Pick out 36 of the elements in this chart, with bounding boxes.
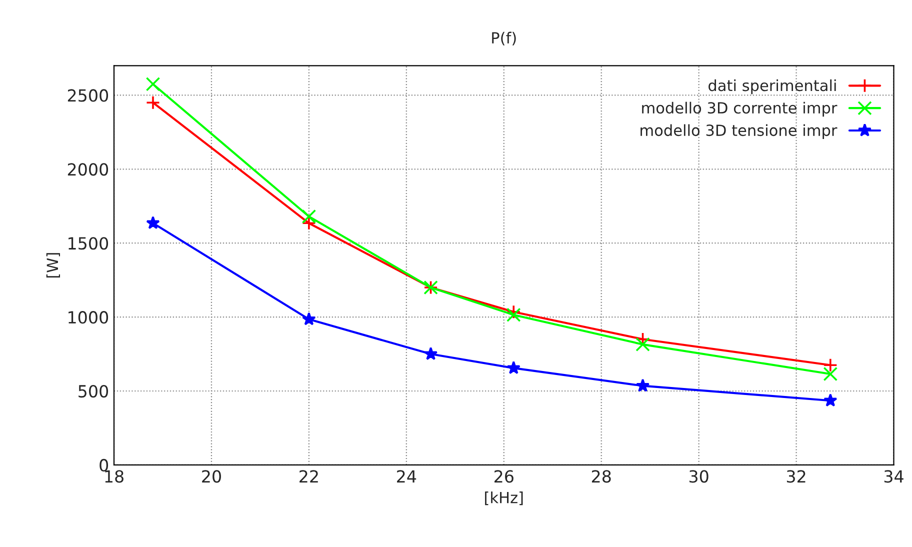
point (146, 216, 160, 230)
x-tick-label: 20 (202, 470, 221, 483)
point (823, 358, 838, 372)
y-tick-label: 500 (78, 384, 108, 398)
x-tick-label: 28 (592, 470, 611, 483)
point (636, 337, 650, 352)
point (302, 209, 316, 224)
x-tick-label: 24 (397, 470, 416, 482)
point (506, 360, 520, 374)
point (506, 308, 521, 322)
point (824, 393, 838, 407)
y-tick-label: 0 (100, 458, 108, 472)
point (823, 366, 838, 382)
chart-title: P(f) (492, 32, 516, 46)
x-tick-label: 32 (786, 470, 806, 483)
x-tick-label: 30 (689, 470, 708, 483)
point (424, 346, 438, 360)
x-tick-label: 22 (300, 470, 318, 482)
legend-label: modello 3D corrente impr (642, 102, 838, 117)
point (146, 76, 160, 92)
x-tick-label: 18 (105, 470, 124, 483)
y-tick-label: 1000 (68, 311, 108, 324)
point (302, 312, 316, 326)
point (506, 304, 521, 320)
point (146, 95, 160, 110)
legend-label: modello 3D tensione impr (640, 124, 838, 140)
y-tick-label: 2000 (68, 163, 108, 176)
y-axis-title: [W] (46, 253, 60, 278)
y-tick-label: 1500 (68, 237, 108, 250)
legend-label: dati sperimentali (708, 79, 836, 94)
x-axis-title: [kHz] (485, 491, 523, 506)
x-tick-label: 34 (884, 470, 904, 483)
point (636, 378, 650, 392)
point (302, 216, 316, 230)
x-tick-label: 26 (494, 470, 514, 483)
y-tick-label: 2500 (68, 89, 108, 102)
